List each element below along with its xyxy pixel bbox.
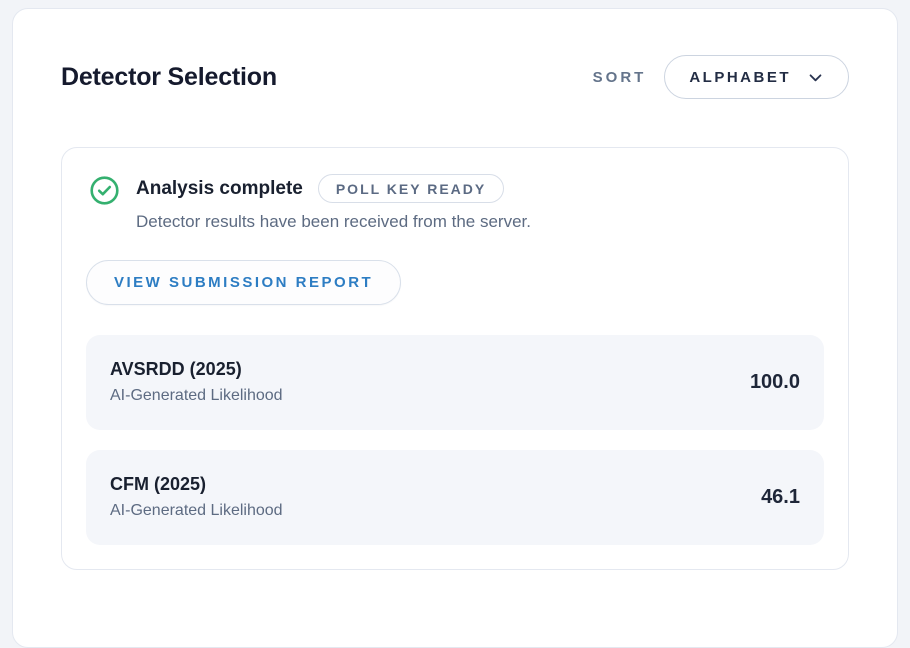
chevron-down-icon [807,69,824,86]
detector-score: 46.1 [761,485,800,508]
status-title-row: Analysis complete POLL KEY READY [136,174,531,203]
sort-area: SORT ALPHABET [593,55,849,99]
detector-metric-label: AI-Generated Likelihood [110,502,283,519]
detector-info: CFM (2025) AI-Generated Likelihood [110,474,283,520]
detector-info: AVSRDD (2025) AI-Generated Likelihood [110,359,283,405]
sort-label: SORT [592,68,647,86]
detector-selection-card: Detector Selection SORT ALPHABET [12,8,898,648]
detector-name: AVSRDD (2025) [110,359,242,379]
check-circle-icon [90,176,119,205]
detector-name: CFM (2025) [110,474,207,494]
status-row: Analysis complete POLL KEY READY Detecto… [86,174,824,232]
status-title: Analysis complete [136,177,303,199]
detector-row[interactable]: AVSRDD (2025) AI-Generated Likelihood 10… [86,335,824,430]
poll-key-badge: POLL KEY READY [317,174,505,203]
status-description: Detector results have been received from… [136,212,531,231]
detector-score: 100.0 [749,370,800,393]
status-text-block: Analysis complete POLL KEY READY Detecto… [136,174,531,232]
view-submission-report-button[interactable]: VIEW SUBMISSION REPORT [86,260,402,305]
sort-selected-value: ALPHABET [689,68,791,86]
header: Detector Selection SORT ALPHABET [61,55,849,99]
detector-row[interactable]: CFM (2025) AI-Generated Likelihood 46.1 [86,450,824,545]
sort-dropdown[interactable]: ALPHABET [664,55,849,99]
page-title: Detector Selection [61,62,277,91]
analysis-panel: Analysis complete POLL KEY READY Detecto… [61,147,849,570]
detector-metric-label: AI-Generated Likelihood [110,387,283,404]
